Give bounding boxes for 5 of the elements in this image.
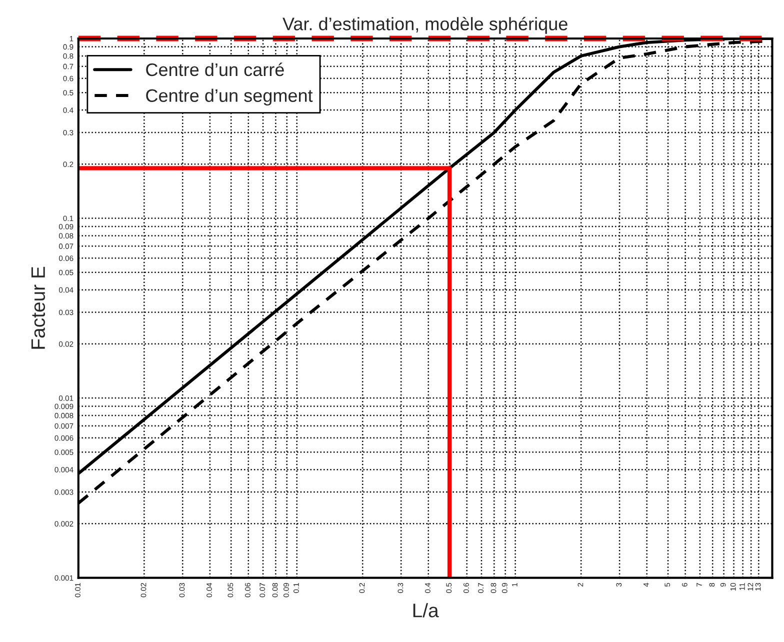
x-axis-title: L/a [413, 603, 439, 618]
legend-label: Centre d’un carré [146, 62, 284, 76]
chart-title: Var. d’estimation, modèle sphérique [282, 16, 568, 34]
legend-label: Centre d’un segment [146, 88, 313, 106]
y-axis-title: Facteur E [31, 266, 46, 349]
